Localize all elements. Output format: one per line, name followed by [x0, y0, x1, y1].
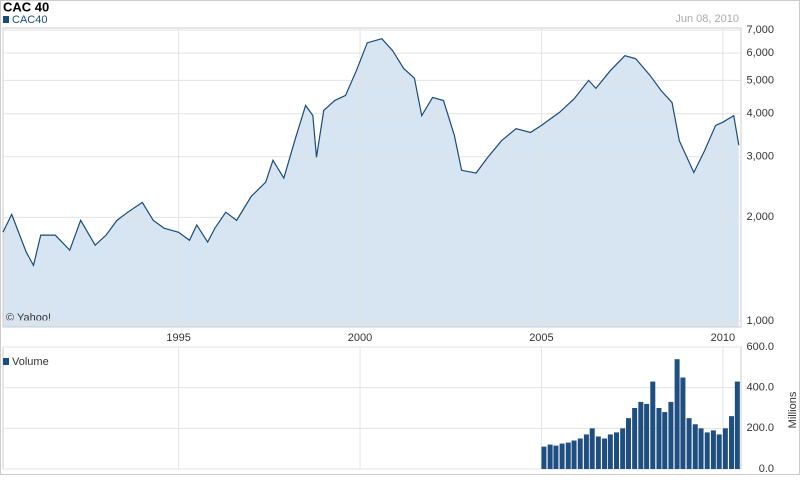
volume-bar	[698, 428, 704, 469]
volume-bar	[577, 438, 583, 469]
volume-bar	[625, 418, 631, 469]
volume-bar	[595, 436, 601, 469]
y-tick-label: 4,000	[746, 108, 774, 120]
volume-bar	[620, 428, 626, 469]
legend-label: Volume	[12, 356, 49, 368]
y-tick-label: 1,000	[746, 315, 774, 327]
plot-area	[2, 27, 742, 328]
volume-bar	[674, 359, 680, 469]
x-tick-label: 2000	[348, 332, 372, 344]
volume-bar	[607, 434, 613, 469]
x-tick-label: 1995	[166, 332, 190, 344]
volume-bar	[589, 428, 595, 469]
volume-bar	[662, 412, 668, 469]
volume-bar	[559, 443, 565, 469]
y-tick-label: 2,000	[746, 211, 774, 223]
volume-bar	[644, 403, 650, 469]
volume-bar	[583, 434, 589, 469]
y-tick-label: 200.0	[746, 422, 774, 434]
volume-bar	[716, 434, 722, 469]
y-tick-label: 0.0	[759, 463, 774, 475]
volume-bar	[650, 381, 656, 469]
volume-bar	[692, 424, 698, 469]
date-label: Jun 08, 2010	[675, 13, 739, 25]
x-tick-label: 2005	[529, 332, 553, 344]
legend-label: CAC40	[12, 14, 47, 26]
watermark: © Yahoo!	[6, 312, 51, 324]
y-tick-label: 5,000	[746, 74, 774, 86]
y-tick-label: 400.0	[746, 382, 774, 394]
volume-bar	[547, 444, 553, 469]
volume-bar	[710, 430, 716, 469]
volume-bar	[680, 377, 686, 469]
volume-bar	[704, 432, 710, 469]
chart-title: CAC 40	[3, 0, 49, 14]
y-tick-label: 7,000	[746, 24, 774, 36]
volume-bar	[541, 446, 547, 469]
volume-bar	[729, 416, 735, 469]
volume-bar	[632, 408, 638, 469]
y-axis-label: Millions	[787, 391, 799, 428]
area-fill	[3, 38, 739, 328]
volume-bar	[553, 445, 559, 469]
volume-bar	[668, 401, 674, 469]
volume-bar	[734, 381, 740, 469]
y-tick-label: 3,000	[746, 151, 774, 163]
volume-bar	[565, 442, 571, 469]
y-tick-label: 6,000	[746, 47, 774, 59]
price-line	[2, 38, 740, 268]
volume-bar	[614, 432, 620, 469]
volume-bar	[656, 408, 662, 469]
volume-bar	[686, 418, 692, 469]
legend-swatch	[3, 358, 9, 365]
y-tick-label: 600.0	[746, 341, 774, 353]
x-tick-label: 2010	[711, 332, 735, 344]
legend-swatch	[3, 16, 9, 23]
volume-bar	[571, 440, 577, 469]
volume-bar	[638, 401, 644, 469]
volume-bar	[722, 428, 728, 469]
volume-bar	[602, 438, 608, 469]
